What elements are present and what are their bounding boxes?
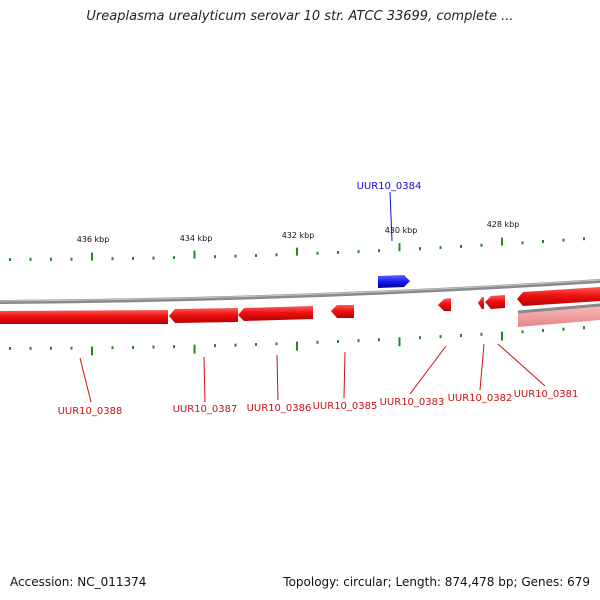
scale-label: 434 kbp — [180, 234, 213, 243]
gene-arrow-uur10-0386[interactable] — [238, 306, 313, 321]
scale-label: 432 kbp — [282, 231, 315, 240]
map-title: Ureaplasma urealyticum serovar 10 str. A… — [86, 9, 514, 24]
leader-line — [479, 343, 485, 391]
gene-arrow-uur10-0385[interactable] — [331, 305, 354, 318]
gene-arrow-uur10-0387[interactable] — [169, 308, 238, 323]
gene-label-uur10-0388[interactable]: UUR10_0388 — [58, 406, 123, 417]
gene-arrow-uur10-0384[interactable] — [378, 275, 410, 288]
leader-line — [409, 345, 447, 395]
gene-label-uur10-0383[interactable]: UUR10_0383 — [380, 397, 445, 408]
gene-label-uur10-0384[interactable]: UUR10_0384 — [357, 181, 422, 192]
gene-label-uur10-0381[interactable]: UUR10_0381 — [514, 389, 579, 400]
scale-label: 428 kbp — [487, 220, 520, 229]
genome-backbone — [0, 279, 600, 304]
upper-tick-row — [9, 237, 585, 261]
lower-tick-row — [9, 326, 585, 356]
gene-label-uur10-0385[interactable]: UUR10_0385 — [313, 401, 378, 412]
leader-line — [497, 343, 546, 387]
scale-label: 430 kbp — [385, 226, 418, 235]
gene-arrow-uur10-0388[interactable] — [0, 310, 168, 324]
gene-arrow-uur10-0383[interactable] — [438, 298, 451, 311]
scale-label: 436 kbp — [77, 235, 110, 244]
leader-line — [276, 354, 279, 401]
gene-label-uur10-0382[interactable]: UUR10_0382 — [448, 393, 513, 404]
gene-arrow-uur10-0382[interactable] — [485, 295, 505, 309]
genome-summary-text: Topology: circular; Length: 874,478 bp; … — [283, 575, 590, 589]
gene-arrow-uur10-0382-a[interactable] — [478, 297, 484, 309]
leader-line — [79, 357, 92, 403]
leader-line — [203, 356, 206, 403]
accession-text: Accession: NC_011374 — [10, 575, 147, 589]
leader-line — [343, 351, 346, 399]
gene-arrow-uur10-0381[interactable] — [517, 287, 600, 306]
gene-label-uur10-0386[interactable]: UUR10_0386 — [247, 403, 312, 414]
leader-line — [389, 191, 393, 242]
gene-label-uur10-0387[interactable]: UUR10_0387 — [173, 404, 238, 415]
